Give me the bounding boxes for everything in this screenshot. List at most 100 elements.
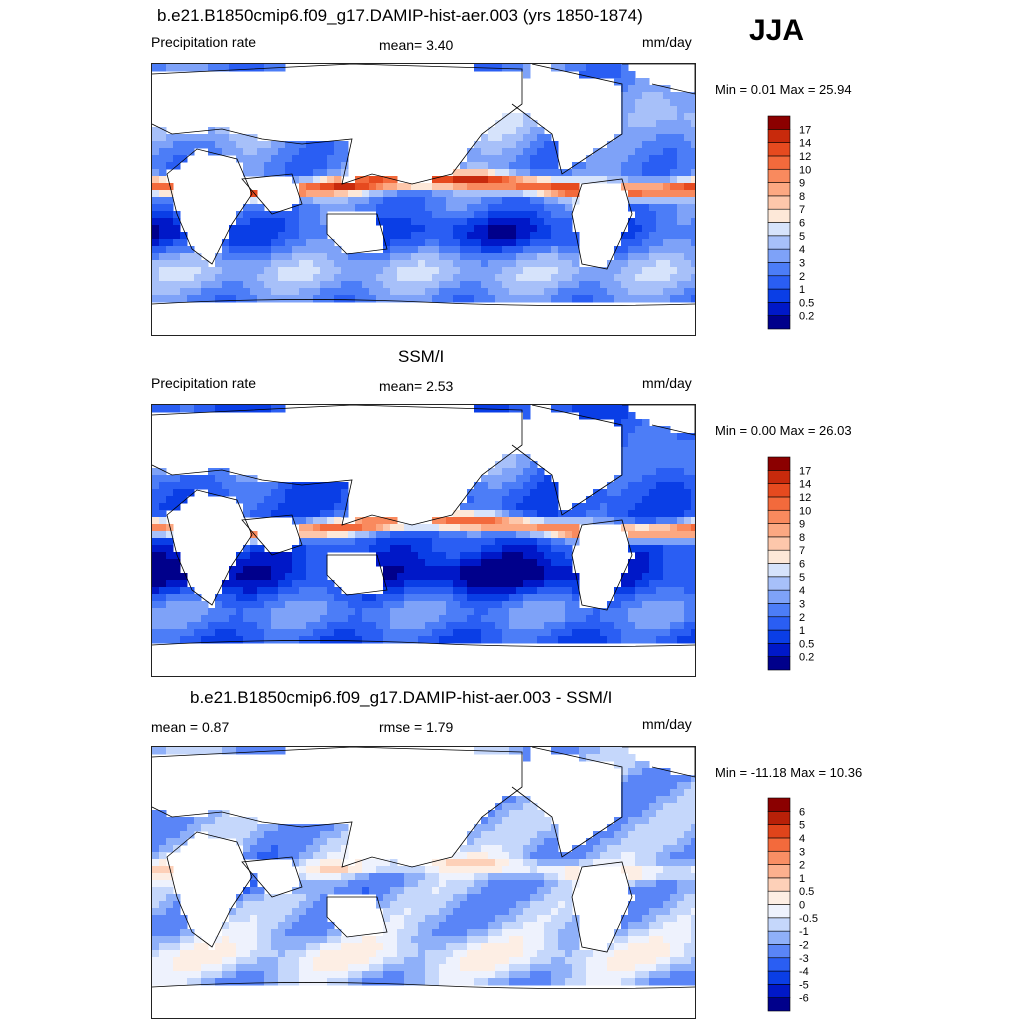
colorbar-swatch xyxy=(767,944,791,959)
colorbar-tick-label: 3 xyxy=(799,846,805,858)
season-label: JJA xyxy=(749,14,805,47)
colorbar-swatch xyxy=(767,142,791,157)
colorbar-tick-label: 10 xyxy=(799,164,811,176)
panel-title: b.e21.B1850cmip6.f09_g17.DAMIP-hist-aer.… xyxy=(190,688,613,707)
coastline xyxy=(511,405,623,516)
colorbar-swatch xyxy=(767,616,791,631)
coastline xyxy=(571,519,633,611)
coastline xyxy=(622,405,695,436)
precip-field xyxy=(152,405,695,644)
variable-label: Precipitation rate xyxy=(151,34,257,50)
colorbar-tick-label: 0.5 xyxy=(799,297,814,309)
colorbar-tick-label: 6 xyxy=(799,218,805,230)
coastline xyxy=(241,856,303,898)
colorbar-tick-label: -0.5 xyxy=(799,913,818,925)
colorbar-swatch xyxy=(767,656,791,671)
colorbar-swatch xyxy=(767,523,791,538)
coastline xyxy=(326,896,388,938)
colorbar-tick-label: 2 xyxy=(799,860,805,872)
colorbar-swatch xyxy=(767,262,791,277)
coastline xyxy=(152,405,523,526)
coastline xyxy=(152,747,523,868)
coastline xyxy=(241,173,303,215)
colorbar-tick-label: 1 xyxy=(799,873,805,885)
colorbar-tick-label: 5 xyxy=(799,820,805,832)
colorbar-swatch xyxy=(767,315,791,330)
colorbar-swatch xyxy=(767,496,791,511)
mean-label: mean= 2.53 xyxy=(379,378,454,394)
colorbar-swatch xyxy=(767,456,791,471)
colorbar-tick-label: 9 xyxy=(799,178,805,190)
colorbar-swatch xyxy=(767,208,791,223)
colorbar-swatch xyxy=(767,155,791,170)
colorbar-swatch xyxy=(767,643,791,657)
colorbar-swatch xyxy=(767,275,791,290)
colorbar-tick-label: 6 xyxy=(799,559,805,571)
units-label: mm/day xyxy=(642,34,692,50)
colorbar-tick-label: -3 xyxy=(799,953,809,965)
colorbar: 0.2 0.5 1 2 3 4 5 6 7 8 9 10 12 14 17 xyxy=(767,456,814,675)
colorbar-swatch xyxy=(767,970,791,985)
colorbar-swatch xyxy=(767,917,791,932)
colorbar-tick-label: 6 xyxy=(799,806,805,818)
minmax-label: Min = -11.18 Max = 10.36 xyxy=(715,765,863,780)
colorbar-swatch xyxy=(767,302,791,316)
coastline xyxy=(152,64,523,185)
colorbar: -6 -5 -4 -3 -2 -1 -0.5 0 0.5 1 2 3 4 5 6 xyxy=(767,797,818,1016)
colorbar-swatch xyxy=(767,248,791,263)
colorbar-swatch xyxy=(767,850,791,865)
colorbar-tick-label: -1 xyxy=(799,926,809,938)
colorbar-tick-label: 3 xyxy=(799,598,805,610)
colorbar-swatch xyxy=(767,890,791,905)
colorbar-swatch xyxy=(767,288,791,303)
colorbar-swatch xyxy=(767,549,791,564)
colorbar-swatch xyxy=(767,984,791,998)
units-label: mm/day xyxy=(642,375,692,391)
mean-label: mean= 3.40 xyxy=(379,37,454,53)
units-label: mm/day xyxy=(642,716,692,732)
colorbar-swatch xyxy=(767,824,791,839)
colorbar-swatch xyxy=(767,864,791,879)
map-plot xyxy=(151,63,696,336)
colorbar-tick-label: 1 xyxy=(799,625,805,637)
colorbar-tick-label: 1 xyxy=(799,284,805,296)
colorbar-tick-label: 4 xyxy=(799,244,805,256)
colorbar-tick-label: 4 xyxy=(799,833,805,845)
colorbar-tick-label: 2 xyxy=(799,612,805,624)
minmax-label: Min = 0.01 Max = 25.94 xyxy=(715,82,852,97)
colorbar-tick-label: 8 xyxy=(799,191,805,203)
colorbar-swatch xyxy=(767,997,791,1012)
coastline xyxy=(166,489,253,606)
colorbar-swatch xyxy=(767,811,791,825)
colorbar-tick-label: 0.2 xyxy=(799,311,814,323)
colorbar-tick-label: 12 xyxy=(799,151,811,163)
colorbar-tick-label: 0.5 xyxy=(799,638,814,650)
colorbar-swatch xyxy=(767,483,791,498)
colorbar-tick-label: 12 xyxy=(799,492,811,504)
map-plot xyxy=(151,746,696,1019)
colorbar-tick-label: 3 xyxy=(799,257,805,269)
colorbar-tick-label: 7 xyxy=(799,545,805,557)
colorbar-tick-label: -6 xyxy=(799,993,809,1005)
coastline xyxy=(152,640,695,647)
colorbar-tick-label: 14 xyxy=(799,138,811,150)
colorbar-tick-label: 9 xyxy=(799,519,805,531)
colorbar-swatch xyxy=(767,629,791,644)
colorbar-tick-label: 2 xyxy=(799,271,805,283)
colorbar-tick-label: 0.2 xyxy=(799,652,814,664)
colorbar-swatch xyxy=(767,536,791,551)
rmse-label: rmse = 1.79 xyxy=(379,719,454,735)
colorbar-swatch xyxy=(767,115,791,130)
coastline xyxy=(511,64,623,175)
colorbar-swatch xyxy=(767,957,791,972)
colorbar-tick-label: 5 xyxy=(799,231,805,243)
coastline xyxy=(571,861,633,953)
colorbar-swatch xyxy=(767,930,791,945)
precip-field xyxy=(152,747,695,986)
colorbar-swatch xyxy=(767,904,791,919)
colorbar-tick-label: -4 xyxy=(799,966,809,978)
colorbar-swatch xyxy=(767,222,791,237)
colorbar-swatch xyxy=(767,589,791,604)
colorbar-swatch xyxy=(767,837,791,852)
coastline xyxy=(166,831,253,948)
